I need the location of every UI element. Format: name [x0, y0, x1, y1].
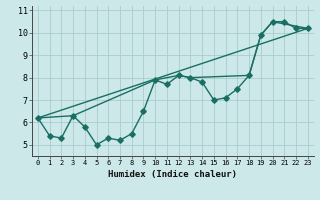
X-axis label: Humidex (Indice chaleur): Humidex (Indice chaleur)	[108, 170, 237, 179]
